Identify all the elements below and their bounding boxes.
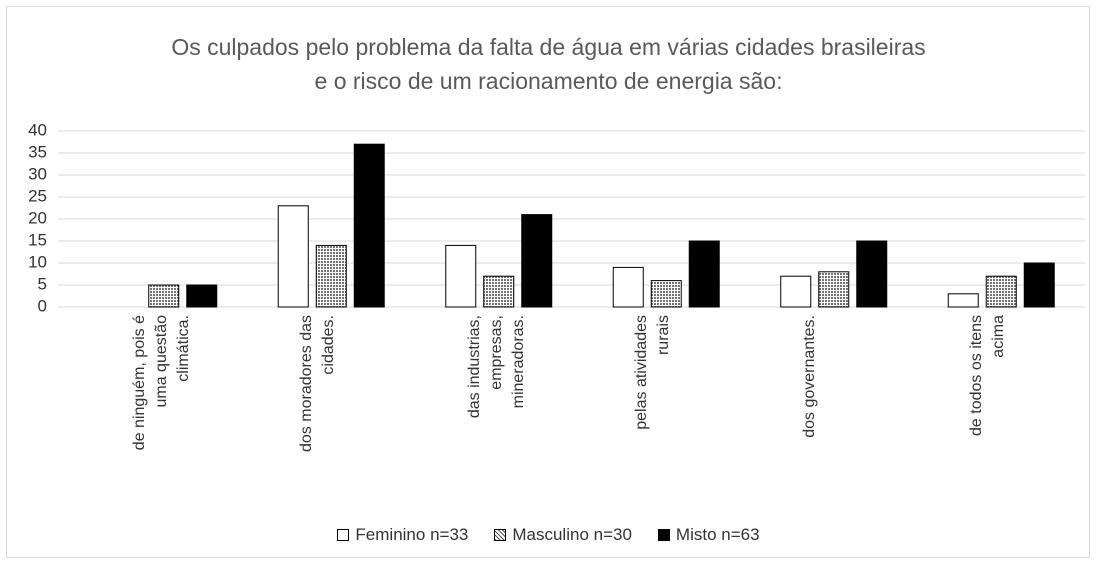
x-tick-label: pelas atividades rurais <box>633 315 673 430</box>
legend-item: Misto n=63 <box>657 525 760 545</box>
legend-item: Feminino n=33 <box>337 525 468 545</box>
x-tick-label: das industrias, empresas, mineradoras. <box>465 315 527 419</box>
bar <box>856 240 888 308</box>
bar <box>148 284 180 308</box>
bar <box>947 293 979 308</box>
bar <box>985 275 1017 308</box>
bar <box>521 214 553 308</box>
legend-swatch <box>337 529 350 541</box>
legend-label: Misto n=63 <box>675 525 760 544</box>
bar <box>612 266 644 308</box>
y-tick-label: 10 <box>28 252 47 271</box>
y-tick-label: 20 <box>28 208 47 227</box>
bar <box>780 275 812 308</box>
chart-title-box: Os culpados pelo problema da falta de ág… <box>0 30 1097 98</box>
legend: Feminino n=33 Masculino n=30 Misto n=63 <box>0 525 1097 545</box>
x-tick-label: de ninguém, pois é uma questão climática… <box>130 315 192 451</box>
legend-item: Masculino n=30 <box>494 525 632 545</box>
legend-label: Masculino n=30 <box>512 525 632 544</box>
legend-swatch <box>657 529 670 541</box>
bar <box>1023 262 1055 308</box>
x-tick-label: dos moradores das cidades. <box>298 315 338 452</box>
bar <box>186 284 218 308</box>
y-tick-label: 30 <box>28 164 47 183</box>
bar <box>315 244 347 308</box>
x-tick-label: de todos os itens acima <box>968 315 1008 436</box>
y-tick-label: 25 <box>28 186 47 205</box>
x-tick-label: dos governantes. <box>800 315 818 438</box>
legend-label: Feminino n=33 <box>355 525 469 544</box>
chart-frame <box>6 6 1090 558</box>
bar <box>277 205 309 308</box>
y-tick-label: 0 <box>38 296 47 315</box>
bar <box>818 271 850 308</box>
y-tick-label: 5 <box>38 274 47 293</box>
bar <box>688 240 720 308</box>
legend-swatch <box>494 529 507 541</box>
y-tick-label: 15 <box>28 230 47 249</box>
bar <box>650 280 682 308</box>
y-tick-label: 40 <box>28 120 47 139</box>
bar <box>445 244 477 308</box>
y-tick-label: 35 <box>28 142 47 161</box>
bar <box>353 143 385 308</box>
bar <box>483 275 515 308</box>
chart-title: Os culpados pelo problema da falta de ág… <box>171 34 926 94</box>
